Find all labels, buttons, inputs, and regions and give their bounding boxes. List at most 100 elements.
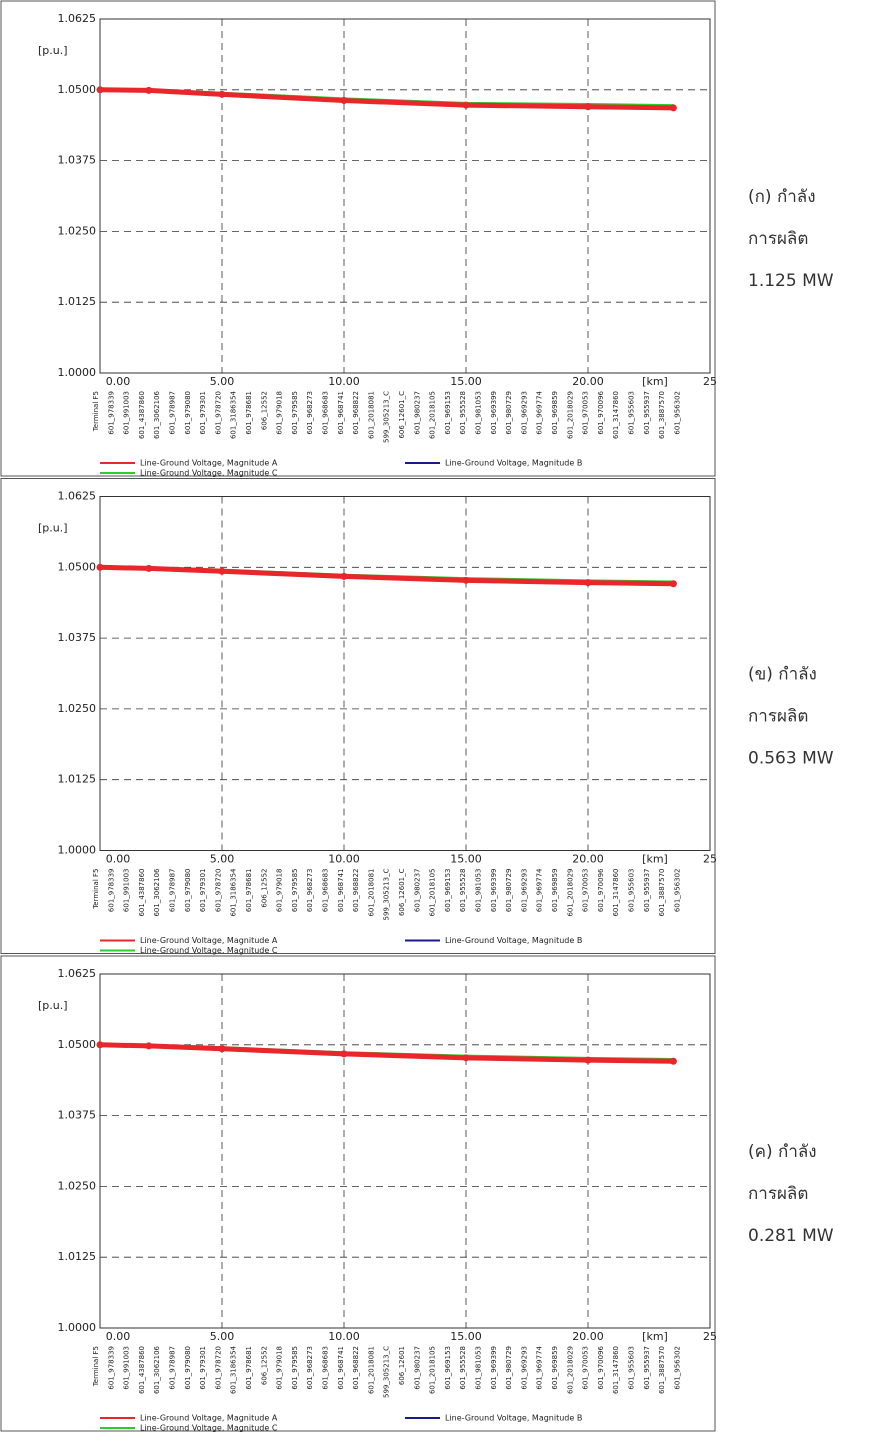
bus-label: 601_968822 (352, 869, 360, 913)
y-tick-label: 1.0250 (58, 702, 97, 715)
y-tick-label: 1.0375 (58, 631, 97, 644)
series-marker (340, 97, 348, 105)
bus-label: 601_955937 (643, 391, 651, 435)
bus-label: 601_2018081 (367, 869, 375, 917)
caption-line: 1.125 MW (748, 271, 834, 291)
bus-label: 601_4387860 (138, 1346, 146, 1394)
series-marker (96, 563, 104, 571)
bus-label: 601_3147860 (612, 1346, 620, 1394)
series-marker (669, 104, 677, 112)
bus-label: 601_979585 (291, 391, 299, 435)
bus-label: 601_2018105 (429, 869, 437, 917)
caption-line: 0.563 MW (748, 749, 834, 769)
bus-label: 601_3186354 (230, 1345, 238, 1394)
bus-label: 601_2018081 (367, 391, 375, 439)
bus-label: 601_969859 (551, 1346, 559, 1390)
bus-label: 601_991003 (123, 1346, 131, 1390)
bus-label: 601_968683 (322, 869, 330, 913)
panel-border (0, 478, 716, 954)
y-tick-label: 1.0375 (58, 1109, 97, 1122)
bus-label: 601_955937 (643, 1346, 651, 1390)
series-marker (96, 1041, 104, 1049)
bus-label: 601_968741 (337, 869, 345, 913)
bus-label: 601_979018 (276, 869, 284, 913)
series-marker (340, 572, 348, 580)
bus-label: 601_968273 (306, 391, 314, 435)
bus-label: 601_969399 (490, 391, 498, 435)
bus-label: 601_969293 (520, 391, 528, 435)
bus-label: 601_3062106 (153, 390, 161, 439)
caption-line: การผลิต (748, 1184, 808, 1204)
series-marker (145, 86, 153, 94)
panel-border (0, 0, 716, 477)
bus-label: 601_955603 (628, 869, 636, 913)
bus-label: 601_978987 (169, 391, 177, 435)
bus-label: 601_956302 (673, 869, 681, 913)
series-marker (462, 101, 470, 109)
y-tick-label: 1.0000 (58, 366, 97, 379)
caption-line: การผลิต (748, 707, 808, 727)
bus-label: Terminal F5 (92, 391, 100, 432)
caption-line: (ค) กำลัง (748, 1142, 817, 1162)
bus-label: 601_979301 (199, 1346, 207, 1390)
bus-label: 601_968741 (337, 1346, 345, 1390)
legend-label: Line-Ground Voltage, Magnitude C (140, 946, 278, 955)
plot-area (99, 973, 711, 1329)
legend-label: Line-Ground Voltage, Magnitude B (445, 1414, 582, 1423)
bus-label: 601_970096 (597, 1345, 605, 1389)
bus-label: 601_3186354 (230, 868, 238, 917)
y-tick-label: 1.0500 (58, 1038, 97, 1051)
bus-label: 601_955603 (628, 391, 636, 435)
bus-label: 601_3887570 (658, 869, 666, 917)
y-tick-label: 1.0625 (58, 490, 97, 503)
y-tick-label: 1.0625 (58, 12, 97, 25)
x-tick-label: 0.00 (106, 375, 131, 388)
bus-label: 601_969859 (551, 391, 559, 435)
x-tick-label: 0.00 (106, 853, 131, 866)
bus-label: 601_978720 (214, 391, 222, 435)
legend-label: Line-Ground Voltage, Magnitude A (140, 1414, 278, 1423)
bus-label: 601_970096 (597, 868, 605, 912)
series-marker (584, 1056, 592, 1064)
bus-label: 601_979585 (291, 869, 299, 913)
bus-label: 601_970053 (582, 1346, 590, 1390)
bus-label: 601_968683 (322, 1346, 330, 1390)
y-tick-label: 1.0250 (58, 1179, 97, 1192)
bus-label: 601_970053 (582, 391, 590, 435)
x-tick-label: 25 (703, 853, 717, 866)
bus-label: 601_969399 (490, 1346, 498, 1390)
x-tick-label: 10.00 (328, 1330, 360, 1343)
bus-label: 601_978987 (169, 869, 177, 913)
bus-label: 601_2018029 (566, 391, 574, 439)
bus-label: 601_978339 (107, 391, 115, 435)
series-marker (145, 1042, 153, 1050)
bus-label: 606_12552 (260, 869, 268, 908)
caption-line: 0.281 MW (748, 1226, 834, 1246)
plot-area (99, 496, 711, 851)
bus-label: 601_955528 (459, 869, 467, 913)
x-axis-label: [km] (642, 853, 668, 866)
x-tick-label: 25 (703, 1330, 717, 1343)
bus-label: 601_979018 (276, 391, 284, 435)
bus-label: 601_970053 (582, 869, 590, 913)
bus-label: 601_968822 (352, 1346, 360, 1390)
caption-line: (ก) กำลัง (748, 187, 816, 207)
bus-label: 601_969153 (444, 869, 452, 913)
bus-label: 601_3147860 (612, 869, 620, 917)
y-tick-label: 1.0250 (58, 224, 97, 237)
bus-label: 601_955528 (459, 1346, 467, 1390)
bus-label: 601_3887570 (658, 1346, 666, 1394)
series-marker (462, 576, 470, 584)
bus-label: 601_979080 (184, 869, 192, 913)
y-tick-label: 1.0000 (58, 844, 97, 857)
series-marker (669, 1057, 677, 1065)
series-marker (584, 103, 592, 111)
bus-label: 601_978720 (214, 869, 222, 913)
series-marker (340, 1050, 348, 1058)
bus-label: 606_12552 (260, 391, 268, 430)
bus-label: 601_969293 (520, 1346, 528, 1390)
panel-border (0, 955, 716, 1432)
bus-label: 601_2018081 (367, 1346, 375, 1394)
x-tick-label: 5.00 (210, 1330, 235, 1343)
